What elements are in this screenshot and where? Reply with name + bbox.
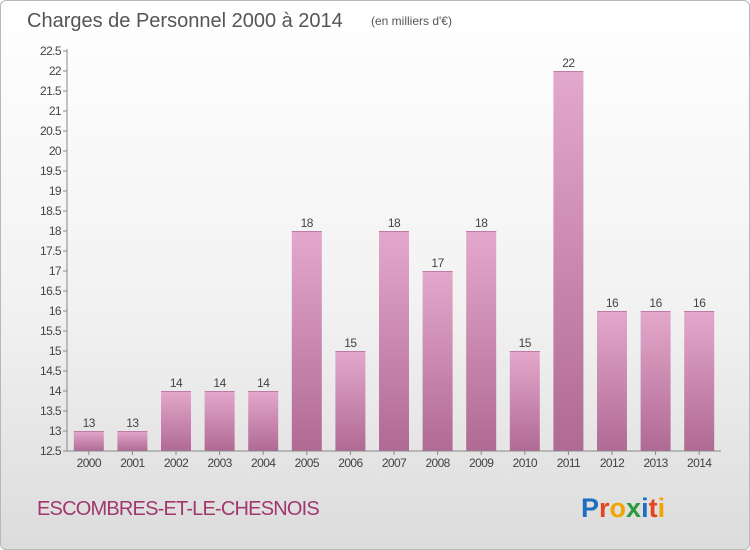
y-tick-label: 14.5 (40, 364, 62, 378)
y-tick-label: 13.5 (40, 404, 62, 418)
bar (379, 231, 409, 451)
bar-value-label: 17 (431, 256, 444, 270)
x-tick-label: 2012 (600, 456, 625, 470)
logo-letter: o (610, 493, 627, 523)
bar-value-label: 16 (693, 296, 706, 310)
bar (291, 231, 322, 451)
y-tick-label: 18.5 (40, 204, 62, 218)
logo-letter: x (626, 493, 641, 523)
x-tick-label: 2013 (643, 456, 668, 470)
x-tick-label: 2005 (295, 456, 320, 470)
bar (509, 351, 540, 451)
x-tick-label: 2010 (513, 456, 538, 470)
y-tick-label: 19 (49, 184, 62, 198)
bar (204, 391, 235, 451)
bar (422, 271, 453, 451)
bar (161, 391, 191, 451)
y-tick-label: 12.5 (40, 444, 62, 458)
bar (597, 311, 627, 451)
y-tick-label: 16 (49, 304, 62, 318)
y-tick-label: 15 (49, 344, 62, 358)
bar-value-label: 18 (388, 216, 401, 230)
y-tick-label: 19.5 (40, 164, 62, 178)
y-tick-label: 16.5 (40, 284, 62, 298)
y-tick-label: 21.5 (40, 84, 62, 98)
x-tick-label: 2002 (164, 456, 189, 470)
bar (73, 431, 104, 451)
logo-letter: t (649, 493, 658, 523)
bar (684, 311, 715, 451)
y-tick-label: 22 (49, 64, 62, 78)
logo-letter: r (599, 493, 610, 523)
x-tick-label: 2004 (251, 456, 276, 470)
bars-group: 13 13 14 14 14 18 15 18 17 18 15 22 16 16 16 (73, 56, 715, 451)
logo-letter: i (641, 493, 649, 523)
x-tick-label: 2006 (338, 456, 363, 470)
bar-value-label: 15 (344, 336, 357, 350)
y-tick-label: 21 (49, 104, 62, 118)
bar-value-label: 14 (213, 376, 226, 390)
y-tick-label: 17.5 (40, 244, 62, 258)
x-tick-label: 2014 (687, 456, 712, 470)
x-tick-label: 2000 (77, 456, 102, 470)
commune-name: ESCOMBRES-ET-LE-CHESNOIS (37, 498, 319, 520)
bar-value-label: 14 (170, 376, 183, 390)
y-tick-label: 15.5 (40, 324, 62, 338)
x-tick-label: 2007 (382, 456, 407, 470)
y-tick-label: 17 (49, 264, 62, 278)
y-tick-label: 22.5 (40, 44, 62, 58)
bar-value-label: 18 (475, 216, 488, 230)
bar (466, 231, 497, 451)
x-tick-label: 2011 (557, 456, 581, 470)
bar-value-label: 13 (83, 416, 96, 430)
x-tick-label: 2003 (207, 456, 232, 470)
bar-value-label: 15 (519, 336, 532, 350)
x-axis-labels: 2000 2001 2002 2003 2004 2005 2006 2007 2008 2009… (77, 451, 713, 470)
bar (640, 311, 671, 451)
chart-subtitle: (en milliers d'€) (371, 14, 452, 28)
y-tick-label: 13 (49, 424, 62, 438)
x-tick-label: 2001 (120, 456, 145, 470)
logo-letter: i (658, 493, 666, 523)
bar-value-label: 14 (257, 376, 270, 390)
y-tick-label: 20.5 (40, 124, 62, 138)
y-tick-label: 20 (49, 144, 62, 158)
bar-value-label: 13 (126, 416, 139, 430)
y-axis-ticks: 12.5 13 13.5 14 14.5 15 15.5 16 16.5 17 17.5 18 18.5… (40, 44, 67, 458)
bar (117, 431, 148, 451)
bar-value-label: 22 (562, 56, 575, 70)
bar-value-label: 18 (301, 216, 314, 230)
logo-letter: P (581, 493, 599, 523)
bar (248, 391, 279, 451)
proxiti-logo: Proxiti (581, 493, 665, 523)
bar (335, 351, 366, 451)
bar-value-label: 16 (606, 296, 619, 310)
bar-value-label: 16 (649, 296, 662, 310)
y-tick-label: 14 (49, 384, 62, 398)
x-tick-label: 2008 (425, 456, 450, 470)
bar (553, 71, 584, 451)
y-tick-label: 18 (49, 224, 62, 238)
x-tick-label: 2009 (469, 456, 494, 470)
chart-title: Charges de Personnel 2000 à 2014 (27, 10, 343, 32)
